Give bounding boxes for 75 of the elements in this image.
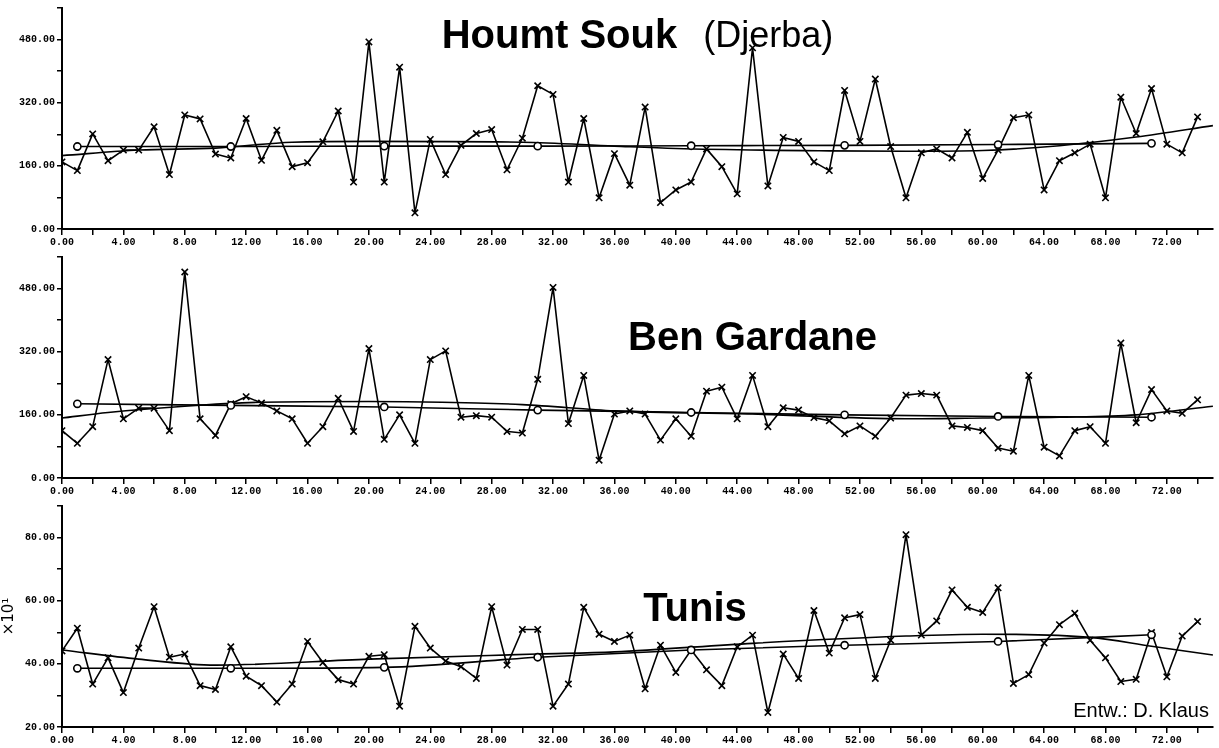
- x-tick-label: 32.00: [538, 734, 569, 746]
- x-tick-label: 68.00: [1090, 734, 1121, 746]
- x-tick-label: 52.00: [844, 236, 875, 248]
- x-tick-label: 40.00: [660, 236, 691, 248]
- x-tick-label: 4.00: [111, 734, 136, 746]
- x-tick-label: 0.00: [49, 734, 75, 746]
- x-tick-label: 36.00: [599, 734, 630, 746]
- y-tick-label: 40.00: [24, 658, 55, 670]
- x-tick-label: 24.00: [415, 734, 446, 746]
- x-tick-label: 20.00: [353, 485, 384, 497]
- annotation: Entw.: D. Klaus: [1073, 698, 1209, 721]
- x-tick-label: 72.00: [1151, 485, 1182, 497]
- x-tick-label: 48.00: [783, 485, 814, 497]
- x-tick-label: 40.00: [660, 734, 691, 746]
- x-tick-label: 44.00: [722, 485, 753, 497]
- x-tick-label: 44.00: [722, 236, 753, 248]
- x-tick-label: 64.00: [1029, 734, 1060, 746]
- x-tick-label: 56.00: [906, 236, 937, 248]
- x-tick-label: 16.00: [292, 485, 323, 497]
- x-tick-label: 68.00: [1090, 236, 1121, 248]
- x-tick-label: 0.00: [49, 485, 75, 497]
- x-tick-label: 72.00: [1151, 734, 1182, 746]
- y-tick-label: 160.00: [18, 160, 55, 172]
- y-tick-label: 320.00: [18, 346, 55, 358]
- x-tick-label: 48.00: [783, 236, 814, 248]
- x-tick-label: 0.00: [49, 236, 75, 248]
- x-tick-label: 8.00: [172, 485, 197, 497]
- x-tick-label: 64.00: [1029, 485, 1060, 497]
- y-tick-label: 60.00: [24, 595, 55, 607]
- x-tick-label: 32.00: [538, 236, 569, 248]
- x-tick-label: 12.00: [231, 485, 262, 497]
- x-tick-label: 72.00: [1151, 236, 1182, 248]
- x-tick-label: 28.00: [476, 734, 507, 746]
- x-tick-label: 52.00: [844, 485, 875, 497]
- x-tick-label: 56.00: [906, 485, 937, 497]
- y-tick-label: 320.00: [18, 97, 55, 109]
- x-tick-label: 60.00: [967, 236, 998, 248]
- x-tick-label: 60.00: [967, 734, 998, 746]
- x-tick-label: 28.00: [476, 236, 507, 248]
- chart-title: Houmt Souk: [441, 11, 678, 56]
- x-tick-label: 36.00: [599, 236, 630, 248]
- chart-subtitle: (Djerba): [703, 13, 834, 55]
- x-tick-label: 56.00: [906, 734, 937, 746]
- y-tick-label: 480.00: [18, 34, 55, 46]
- x-tick-label: 4.00: [111, 485, 136, 497]
- x-tick-label: 60.00: [967, 485, 998, 497]
- x-tick-label: 8.00: [172, 236, 197, 248]
- x-tick-label: 36.00: [599, 485, 630, 497]
- x-tick-label: 40.00: [660, 485, 691, 497]
- x-tick-label: 64.00: [1029, 236, 1060, 248]
- y-tick-label: 0.00: [30, 472, 55, 484]
- y-axis-title: ×10¹: [0, 597, 17, 636]
- x-tick-label: 4.00: [111, 236, 136, 248]
- x-tick-label: 12.00: [231, 734, 262, 746]
- x-tick-label: 44.00: [722, 734, 753, 746]
- x-tick-label: 32.00: [538, 485, 569, 497]
- x-tick-label: 24.00: [415, 236, 446, 248]
- y-tick-label: 80.00: [24, 532, 55, 544]
- x-tick-label: 8.00: [172, 734, 197, 746]
- x-tick-label: 12.00: [231, 236, 262, 248]
- x-tick-label: 20.00: [353, 236, 384, 248]
- y-tick-label: 20.00: [24, 721, 55, 733]
- y-tick-label: 480.00: [18, 283, 55, 295]
- x-tick-label: 48.00: [783, 734, 814, 746]
- x-tick-label: 28.00: [476, 485, 507, 497]
- y-tick-label: 0.00: [30, 223, 55, 235]
- y-tick-label: 160.00: [18, 409, 55, 421]
- x-tick-label: 16.00: [292, 734, 323, 746]
- text: Tunis: [643, 584, 747, 629]
- text: Ben Gardane: [628, 313, 878, 358]
- x-tick-label: 68.00: [1090, 485, 1121, 497]
- x-tick-label: 16.00: [292, 236, 323, 248]
- x-tick-label: 20.00: [353, 734, 384, 746]
- x-tick-label: 52.00: [844, 734, 875, 746]
- x-tick-label: 24.00: [415, 485, 446, 497]
